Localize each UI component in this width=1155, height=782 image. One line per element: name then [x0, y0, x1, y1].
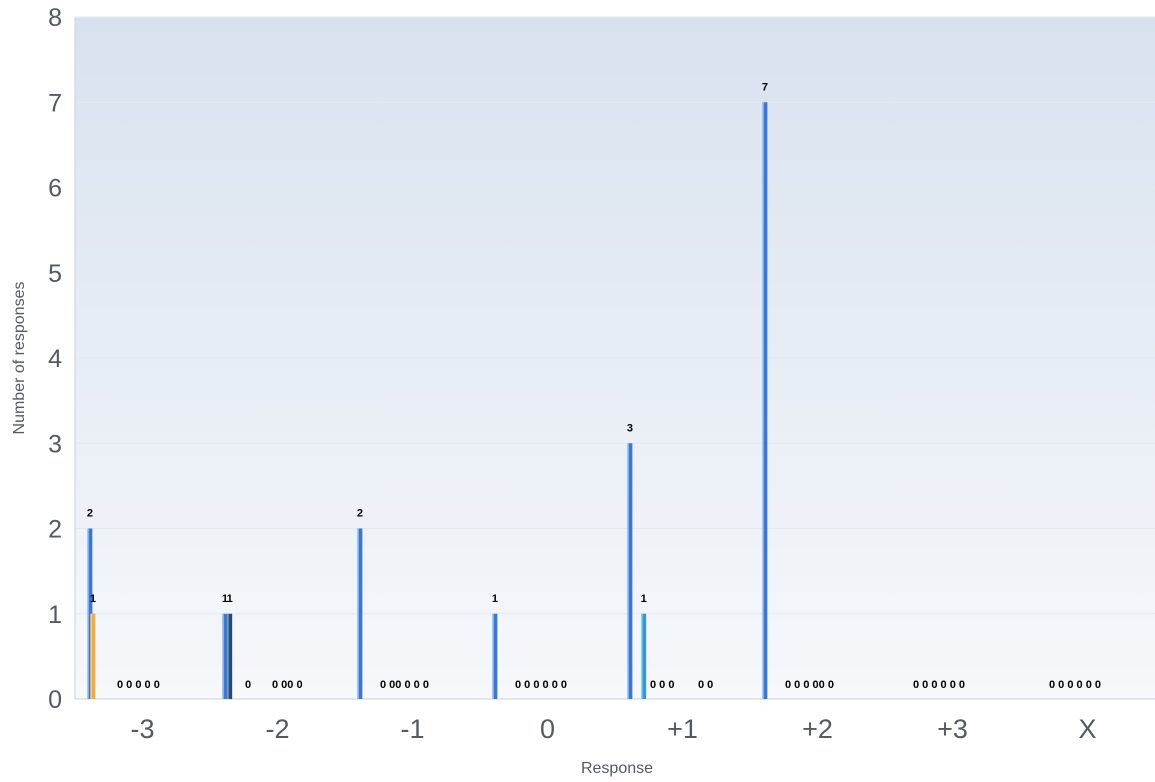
gridlines [75, 16, 1155, 615]
x-tick-labels: -3 -2 -1 0 +1 +2 +3 X [130, 714, 1096, 744]
bar-highlight [357, 528, 359, 699]
y-tick-label: 1 [48, 601, 62, 629]
data-label: 0 0 0 0 0 0 [515, 679, 567, 691]
axes [74, 17, 1155, 700]
data-label: 0 [245, 679, 251, 691]
y-tick-label: 2 [48, 516, 62, 544]
data-label: 7 [762, 81, 768, 93]
data-label: 3 [627, 422, 633, 434]
y-tick-label: 7 [48, 89, 62, 117]
x-tick-label: -1 [400, 714, 424, 744]
y-tick-label: 6 [48, 175, 62, 203]
data-label: 0 00 0 0 0 [380, 679, 429, 691]
bar-highlight [87, 528, 89, 699]
x-tick-label: +2 [802, 714, 833, 744]
data-labels: 2 1 0 0 0 0 0 1 0 1 0 00 0 2 0 00 0 0 0 1 0 0 0 0 … [87, 81, 1101, 691]
data-label: 1 [641, 593, 647, 605]
data-label: 0 0 0 0 0 0 [1049, 679, 1101, 691]
data-label: 2 [357, 508, 363, 520]
x-tick-label: X [1078, 714, 1096, 744]
bar [492, 613, 498, 699]
bar-highlight [222, 613, 224, 699]
data-label: 0 0 0 0 0 [117, 679, 160, 691]
x-axis-title: Response [581, 760, 653, 777]
data-label: 0 0 0 0 0 0 [913, 679, 965, 691]
bars [87, 102, 768, 699]
data-label: 1 [90, 593, 96, 605]
data-label: 2 [87, 508, 93, 520]
data-label: 1 [227, 593, 233, 605]
x-tick-label: +3 [937, 714, 968, 744]
data-label: 0 0 0 00 0 [785, 679, 834, 691]
bar [90, 613, 96, 699]
data-label: 1 [222, 593, 228, 605]
bar [87, 528, 93, 699]
x-tick-label: 0 [540, 714, 555, 744]
bar-highlight [641, 613, 643, 699]
bar-highlight [492, 613, 494, 699]
y-tick-labels: 0 1 2 3 4 5 6 7 8 [48, 4, 62, 714]
x-tick-label: -3 [130, 714, 154, 744]
x-tick-label: -2 [265, 714, 289, 744]
data-label: 0 0 0 [650, 679, 674, 691]
bar [227, 613, 233, 699]
y-tick-label: 4 [48, 345, 62, 373]
data-label: 1 [492, 593, 498, 605]
y-tick-label: 8 [48, 4, 62, 32]
bar [641, 613, 647, 699]
data-label: 0 00 0 [272, 679, 303, 691]
x-tick-label: +1 [667, 714, 698, 744]
bar-highlight [90, 613, 92, 699]
bar [222, 613, 228, 699]
bar-highlight [627, 443, 629, 699]
bar [762, 102, 768, 699]
bar-highlight [227, 613, 229, 699]
y-tick-label: 5 [48, 260, 62, 288]
bar-highlight [762, 102, 764, 699]
y-axis-title: Number of responses [11, 282, 28, 435]
y-tick-label: 0 [48, 686, 62, 714]
data-label: 0 0 [698, 679, 713, 691]
bar [627, 443, 633, 699]
y-tick-label: 3 [48, 430, 62, 458]
bar [357, 528, 363, 699]
